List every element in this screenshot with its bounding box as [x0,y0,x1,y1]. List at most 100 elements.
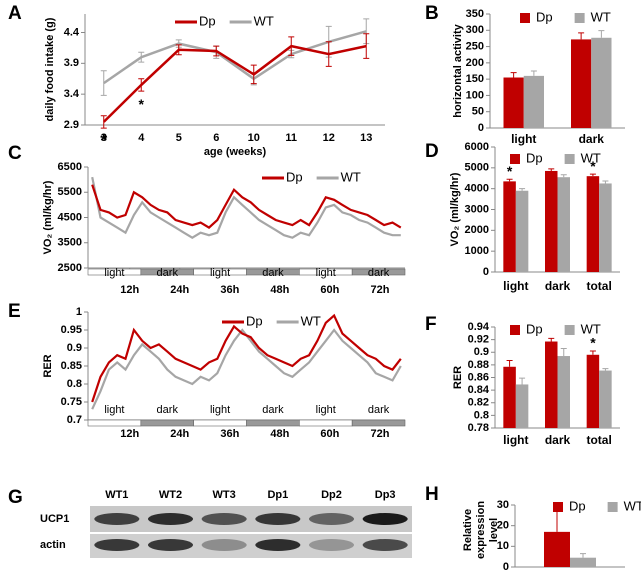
x-tick-label: light [503,279,528,293]
legend-swatch [510,154,520,164]
blot-band [308,539,355,551]
error-bar [138,78,145,92]
legend-swatch [564,154,575,164]
bar [557,177,570,272]
blot-band [147,513,194,525]
x-tick-label: 48h [270,284,289,296]
lane-label: WT2 [159,489,182,501]
x-tick-label: 3 [101,132,107,144]
y-tick-label: 2000 [465,224,489,236]
y-tick-label: 2500 [58,262,82,274]
y-tick-label: 150 [466,73,484,85]
panel-letter: B [425,3,439,24]
series-line [91,176,401,239]
x-tick-label: 72h [370,284,389,296]
blot-band [255,513,301,525]
x-tick-label: 36h [220,284,239,296]
error-bar [138,51,145,63]
y-tick-label: 300 [466,24,484,36]
significance-mark: * [100,131,107,151]
y-tick-label: 4.4 [64,26,80,38]
panel-letter: D [425,141,439,162]
bar [591,37,612,128]
error-bar [288,36,295,56]
y-tick-label: 0.9 [474,346,489,358]
significance-mark: * [590,158,596,174]
x-tick-label: 60h [320,284,339,296]
phase-label: light [210,404,230,416]
phase-strip [351,268,406,276]
phase-label: dark [368,267,390,279]
phase-label: dark [262,404,284,416]
phase-label: light [104,267,124,279]
legend-label: WT [341,169,361,184]
phase-label: light [210,267,230,279]
y-tick-label: 1000 [465,245,489,257]
x-tick-label: 5 [176,132,182,144]
x-tick-label: 60h [320,428,339,440]
x-tick-label: 11 [285,132,297,144]
bar [571,39,592,128]
legend-swatch [510,325,520,335]
legend-label: Dp [569,498,586,513]
x-tick-label: dark [545,433,571,447]
error-bar [598,30,605,38]
bar [599,183,612,272]
y-tick-label: 0.85 [61,360,82,372]
error-bar [250,64,257,85]
y-tick-label: 0.75 [61,396,82,408]
legend-label: Dp [526,321,543,336]
legend-label: Dp [286,169,303,184]
error-bar [560,347,567,357]
y-axis-label: VO₂ (ml/kg/hr) [449,172,461,246]
error-bar [578,32,585,40]
error-bar [510,72,517,78]
error-bar [580,553,586,558]
y-axis-label: horizontal activity [452,23,464,117]
error-bar [554,509,560,532]
y-tick-label: 0.9 [67,342,82,354]
error-bar [602,368,609,371]
blot-band [362,539,408,551]
y-tick-label: 0.82 [468,397,489,409]
significance-mark: * [507,163,513,179]
x-tick-label: 4 [138,132,145,144]
panel-letter: E [8,301,21,322]
y-tick-label: 0.94 [468,321,490,333]
error-bar [530,70,537,76]
y-tick-label: 10 [497,540,509,552]
bar [545,170,558,272]
error-bar [175,44,182,56]
bar [599,370,612,428]
legend-label: Dp [199,13,216,28]
x-tick-label: 12h [120,428,139,440]
legend-label: WT [624,498,641,513]
error-bar [560,174,567,178]
phase-strip [246,419,300,427]
y-tick-label: 3500 [58,237,82,249]
x-tick-label: 10 [248,132,260,144]
y-axis-label: VO₂ (ml/kg/hr) [42,180,54,254]
bar [523,75,544,128]
phase-label: dark [262,267,284,279]
series-line [91,184,402,229]
y-tick-label: 3.9 [64,57,79,69]
legend-swatch [553,502,563,512]
y-tick-label: 100 [466,89,484,101]
error-bar [548,168,555,171]
lane-label: Dp1 [267,489,288,501]
legend-label: WT [254,13,274,28]
bar [586,176,600,272]
x-tick-label: light [503,433,528,447]
blot-band [201,539,247,551]
phase-strip [299,419,353,427]
bar [515,190,529,272]
blot-band [94,539,140,551]
row-label: actin [40,539,66,551]
y-tick-label: 0.7 [67,414,82,426]
y-axis-label: expression [475,501,487,559]
legend-label: Dp [536,9,553,24]
lane-label: WT3 [213,489,236,501]
y-tick-label: 0 [478,122,484,134]
legend-label: Dp [526,150,543,165]
